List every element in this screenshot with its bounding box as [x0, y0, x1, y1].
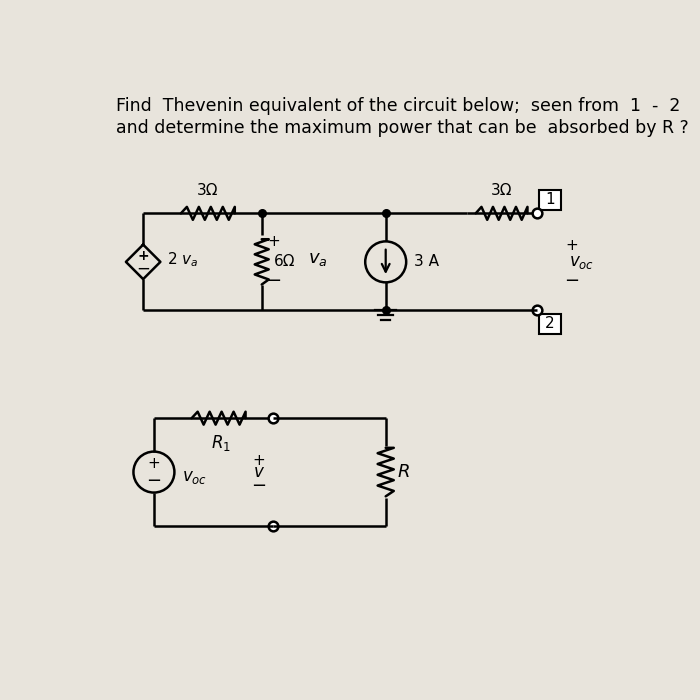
- Text: 1: 1: [545, 193, 555, 207]
- Text: $R_1$: $R_1$: [211, 433, 231, 454]
- Text: −: −: [136, 259, 150, 277]
- Text: 6Ω: 6Ω: [274, 254, 295, 270]
- Text: −: −: [266, 272, 281, 290]
- Text: +: +: [566, 238, 578, 253]
- Text: 2: 2: [545, 316, 555, 331]
- Text: 3Ω: 3Ω: [491, 183, 512, 198]
- Text: $v_a$: $v_a$: [307, 250, 327, 268]
- Text: 2 $v_a$: 2 $v_a$: [167, 250, 199, 269]
- Text: and determine the maximum power that can be  absorbed by R ?: and determine the maximum power that can…: [116, 119, 689, 137]
- Text: +: +: [267, 234, 280, 249]
- Text: R: R: [398, 463, 410, 481]
- Text: Find  Thevenin equivalent of the circuit below;  seen from  1  -  2: Find Thevenin equivalent of the circuit …: [116, 97, 680, 116]
- FancyBboxPatch shape: [539, 190, 561, 210]
- Text: +: +: [148, 456, 160, 472]
- Text: $v_{oc}$: $v_{oc}$: [182, 468, 207, 486]
- Text: −: −: [251, 477, 267, 495]
- FancyBboxPatch shape: [539, 314, 561, 334]
- Text: −: −: [564, 272, 579, 290]
- Text: 3 A: 3 A: [414, 254, 439, 270]
- Text: +: +: [137, 249, 149, 263]
- Text: v: v: [254, 463, 264, 481]
- Text: 3Ω: 3Ω: [197, 183, 218, 198]
- Text: $v_{oc}$: $v_{oc}$: [569, 253, 594, 271]
- Text: +: +: [253, 453, 265, 468]
- Text: −: −: [146, 473, 162, 490]
